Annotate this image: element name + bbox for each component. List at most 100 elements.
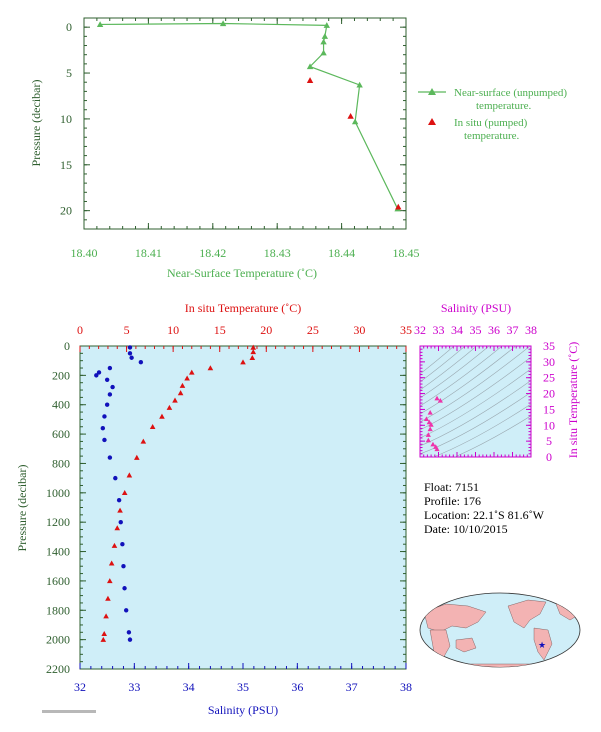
salinity-profile-point: [104, 377, 110, 382]
density-contour: [454, 415, 531, 457]
temperature-profile-point: [101, 630, 108, 637]
temperature-profile-point: [100, 636, 107, 642]
salinity-tick-label: 37: [346, 680, 358, 694]
profile-y-tick-label: 1600: [46, 574, 70, 588]
density-contour: [420, 346, 531, 423]
temperature-profile-point: [140, 438, 147, 444]
temperature-profile-point: [166, 404, 173, 410]
top-y-tick-label: 15: [60, 158, 72, 172]
unpumped-temperature-line: [100, 22, 399, 210]
temperature-profile-point: [126, 472, 133, 478]
salinity-profile-point: [96, 370, 102, 375]
profile-y-tick-label: 1000: [46, 486, 70, 500]
landmass-antarctica: [425, 663, 575, 667]
ts-point: [426, 419, 432, 425]
temperature-profile-point: [111, 542, 118, 548]
salinity-profile-point: [113, 475, 118, 481]
density-contour: [432, 403, 531, 457]
temperature-profile-point: [114, 525, 121, 531]
salinity-tick-label: 38: [400, 680, 412, 694]
salinity-axis-title: Salinity (PSU): [208, 703, 278, 717]
top-x-axis-title: Near-Surface Temperature (˚C): [167, 266, 317, 280]
profile-y-axis-title: Pressure (decibar): [15, 465, 29, 552]
salinity-profile-point: [110, 384, 115, 390]
salinity-profile-point: [107, 365, 113, 371]
salinity-profile-point: [102, 437, 107, 443]
ts-point: [427, 410, 433, 415]
salinity-profile-point: [118, 519, 123, 525]
salinity-profile-point: [127, 351, 133, 356]
temperature-tick-label: 15: [214, 323, 226, 337]
ts-y-tick-label: 25: [543, 371, 555, 385]
ts-plot-frame: [419, 345, 532, 458]
salinity-tick-label: 34: [183, 680, 195, 694]
salinity-tick-label: 35: [237, 680, 249, 694]
temperature-profile-point: [240, 359, 246, 365]
profile-y-tick-label: 800: [52, 456, 70, 470]
top-x-tick-label: 18.43: [264, 246, 291, 260]
ts-y-tick-label: 0: [546, 450, 552, 464]
legend-label-unpumped-line2: temperature.: [476, 100, 532, 112]
temperature-tick-label: 0: [77, 323, 83, 337]
profile-date: Date: 10/10/2015: [424, 522, 508, 536]
salinity-profile-point: [127, 637, 133, 642]
profile-axis-ticks: 0200400600800100012001400160018002000220…: [46, 323, 412, 694]
profile-y-tick-label: 1800: [46, 603, 70, 617]
profile-plot-frame: [79, 345, 407, 670]
salinity-profile-point: [102, 414, 107, 419]
temperature-profile-point: [207, 365, 214, 371]
unpumped-temperature-point: [320, 38, 327, 45]
profile-y-tick-label: 0: [64, 339, 70, 353]
temperature-tick-label: 10: [167, 323, 179, 337]
profile-y-tick-label: 600: [52, 427, 70, 441]
salinity-profile-point: [123, 608, 129, 613]
salinity-tick-label: 32: [74, 680, 86, 694]
temperature-tick-label: 5: [124, 323, 130, 337]
temperature-profile-point: [121, 490, 128, 496]
salinity-profile-point: [107, 392, 113, 397]
legend-label-pumped-line1: In situ (pumped): [454, 117, 528, 129]
landmass-north-america: [507, 599, 547, 629]
temperature-axis-title: In situ Temperature (˚C): [185, 301, 302, 315]
temperature-profile-point: [172, 397, 178, 403]
density-contour: [420, 346, 490, 399]
unpumped-temperature-point: [356, 81, 363, 88]
ts-point: [437, 397, 443, 403]
salinity-profile-point: [138, 359, 144, 365]
temperature-profile-point: [159, 413, 165, 419]
unpumped-temperature-point: [96, 21, 104, 27]
salinity-profile-point: [126, 630, 132, 635]
salinity-profile-point: [129, 355, 134, 360]
unpumped-temperature-point: [320, 49, 327, 56]
salinity-profile-point: [121, 564, 126, 569]
ts-point: [434, 446, 440, 452]
unpumped-temperature-point: [321, 33, 329, 39]
salinity-tick-label: 33: [128, 680, 140, 694]
salinity-profile-point: [107, 455, 113, 460]
top-y-axis-title: Pressure (decibar): [29, 80, 43, 167]
top-y-tick-label: 5: [66, 66, 72, 80]
ts-x-tick-label: 33: [433, 323, 445, 337]
temperature-tick-label: 25: [307, 323, 319, 337]
float-location: Location: 22.1˚S 81.6˚W: [424, 508, 545, 522]
density-contour: [420, 346, 517, 415]
top-x-tick-label: 18.41: [135, 246, 162, 260]
legend-marker-unpumped: [428, 88, 436, 95]
top-y-tick-label: 20: [60, 204, 72, 218]
ts-x-tick-label: 34: [451, 323, 463, 337]
top-series-group: [96, 20, 402, 212]
ts-point: [434, 395, 440, 401]
temperature-profile-point: [134, 454, 140, 460]
profile-chart: 0200400600800100012001400160018002000220…: [15, 301, 412, 717]
temperature-profile-point: [179, 382, 186, 388]
salinity-profile-point: [100, 426, 106, 431]
ts-y-tick-label: 30: [543, 355, 555, 369]
temperature-profile-point: [250, 344, 257, 350]
ts-y-tick-label: 20: [543, 387, 555, 401]
temperature-profile-point: [249, 354, 256, 360]
salinity-profile-point: [116, 497, 122, 503]
top-x-tick-label: 18.45: [393, 246, 420, 260]
